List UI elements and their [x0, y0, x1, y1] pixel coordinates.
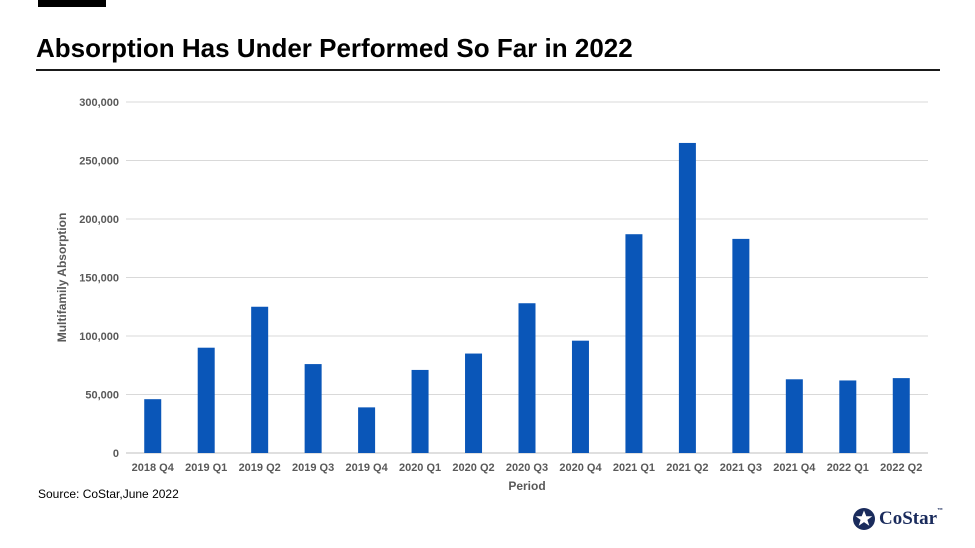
x-tick-label: 2020 Q3 — [506, 462, 548, 474]
y-tick-label: 50,000 — [85, 390, 119, 402]
y-tick-label: 250,000 — [79, 156, 119, 168]
bar — [625, 234, 643, 453]
y-tick-label: 100,000 — [79, 331, 119, 343]
x-tick-label: 2019 Q3 — [292, 462, 334, 474]
bar — [465, 353, 483, 453]
bar — [251, 306, 269, 453]
y-tick-label: 200,000 — [79, 214, 119, 226]
bar — [571, 340, 589, 453]
bar — [411, 369, 429, 453]
x-tick-label: 2021 Q2 — [666, 462, 708, 474]
bar — [839, 380, 857, 453]
x-tick-label: 2019 Q4 — [345, 462, 388, 474]
y-tick-label: 150,000 — [79, 273, 119, 285]
costar-star-icon — [853, 508, 875, 530]
x-tick-label: 2022 Q1 — [827, 462, 869, 474]
costar-wordmark: CoStar™ — [879, 508, 944, 529]
y-tick-label: 0 — [113, 448, 119, 460]
y-axis-title: Multifamily Absorption — [55, 213, 69, 343]
costar-logo: CoStar™ — [852, 506, 943, 532]
x-tick-label: 2021 Q4 — [773, 462, 816, 474]
bar — [144, 399, 162, 453]
x-tick-label: 2018 Q4 — [132, 462, 175, 474]
x-tick-label: 2021 Q1 — [613, 462, 655, 474]
bar — [518, 303, 536, 453]
bar — [358, 407, 376, 453]
x-tick-label: 2019 Q1 — [185, 462, 227, 474]
x-tick-label: 2022 Q2 — [880, 462, 922, 474]
bar — [732, 238, 750, 453]
x-tick-label: 2020 Q1 — [399, 462, 441, 474]
x-tick-label: 2021 Q3 — [720, 462, 762, 474]
bar — [304, 364, 322, 453]
y-tick-label: 300,000 — [79, 97, 119, 109]
title-divider — [36, 69, 940, 71]
x-tick-label: 2019 Q2 — [239, 462, 281, 474]
page-title: Absorption Has Under Performed So Far in… — [36, 33, 633, 63]
source-note: Source: CoStar,June 2022 — [38, 487, 179, 501]
bar — [785, 379, 803, 453]
bar — [678, 142, 696, 453]
x-tick-label: 2020 Q4 — [559, 462, 602, 474]
x-axis-title: Period — [508, 479, 545, 493]
x-tick-label: 2020 Q2 — [452, 462, 494, 474]
bar — [197, 347, 215, 453]
top-accent-bar — [38, 0, 106, 7]
bar — [892, 378, 910, 453]
